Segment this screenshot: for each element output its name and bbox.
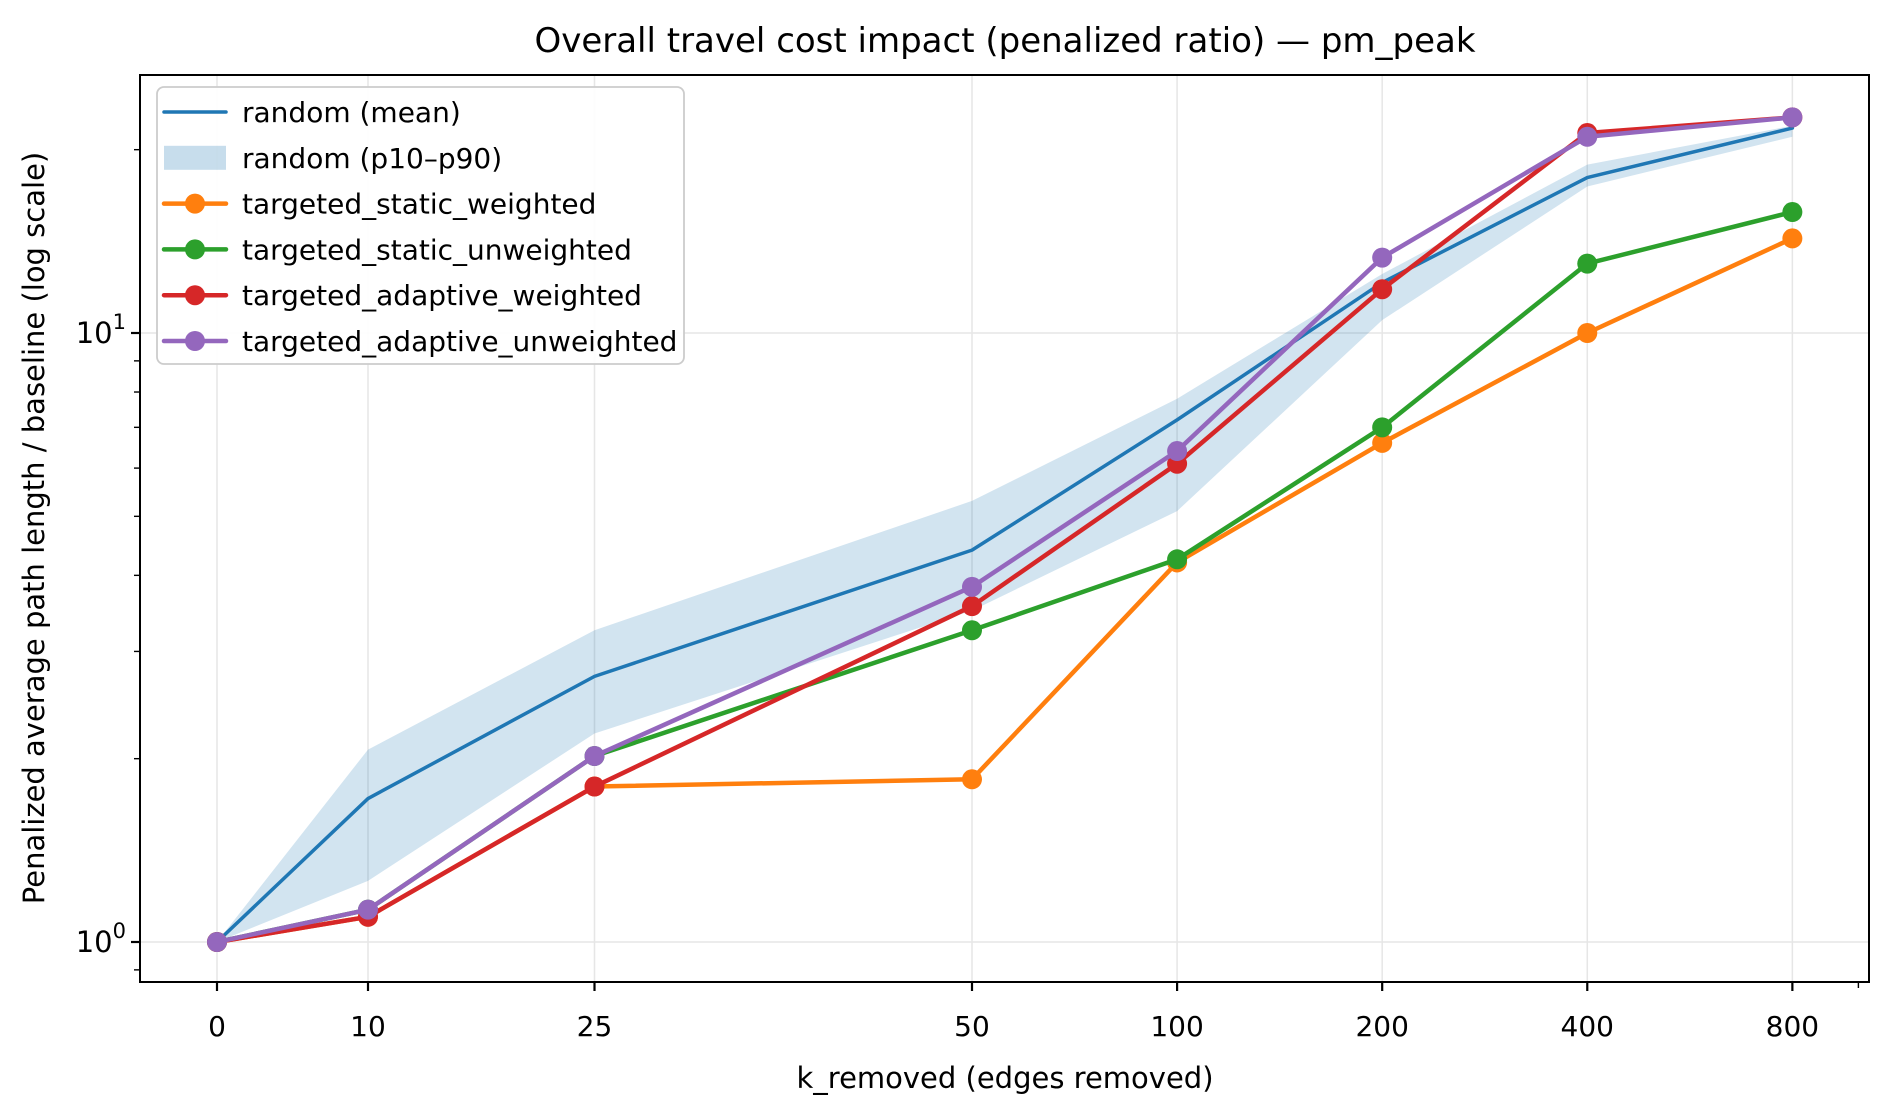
legend-marker [185,285,205,306]
data-point [962,576,982,597]
y-axis-label: Penalized average path length / baseline… [17,152,51,904]
chart-title: Overall travel cost impact (penalized ra… [534,21,1475,61]
data-point [962,769,982,790]
series-random-mean- [215,126,1795,944]
data-point [584,776,605,797]
legend-box [156,86,685,365]
legend-label: targeted_static_weighted [242,188,596,221]
legend-item: random (p10–p90) [164,142,502,175]
legend-marker [185,331,205,351]
data-point [584,746,605,767]
legend-item: targeted_static_unweighted [161,233,632,266]
y-axis: 100 101 [76,148,140,971]
legend-item: targeted_adaptive_unweighted [161,325,677,358]
data-point [1577,126,1598,147]
data-point [1782,107,1803,128]
x-tick-label: 10 [350,1010,386,1043]
data-point [1577,253,1598,274]
data-point [1782,202,1803,223]
data-point [1372,247,1393,268]
x-tick-label: 0 [208,1010,226,1043]
legend-label: targeted_adaptive_weighted [242,279,642,312]
legend-label: targeted_adaptive_unweighted [242,325,677,358]
data-point [207,932,227,952]
legend-marker [185,193,205,214]
data-point [1167,549,1188,570]
data-point [1372,417,1393,438]
legend-label: random (mean) [242,96,461,129]
x-tick-label: 200 [1355,1010,1408,1043]
x-tick-label: 400 [1561,1010,1614,1043]
data-point [1372,432,1393,453]
legend: random (mean) random (p10–p90) targeted_st… [156,86,685,365]
x-axis-label: k_removed (edges removed) [796,1061,1213,1095]
series-line [215,126,1795,944]
series-line [214,115,1795,945]
legend-item: targeted_adaptive_weighted [161,279,642,312]
legend-band-swatch [164,145,226,170]
data-point [962,620,982,641]
y-tick-label: 100 [76,919,126,959]
x-tick-label: 25 [577,1010,613,1043]
legend-label: targeted_static_unweighted [242,233,632,266]
x-tick-label: 50 [954,1010,990,1043]
series-targeted-adaptive-unweighted [207,107,1803,952]
legend-item: targeted_static_weighted [161,188,596,221]
data-point [358,899,378,920]
data-point [1782,228,1803,249]
data-point [1372,279,1393,300]
x-tick-label: 800 [1766,1010,1819,1043]
uncertainty-band [217,125,1793,942]
x-tick-label: 100 [1150,1010,1203,1043]
data-point [1577,323,1598,343]
x-axis: 0 10 25 50 100 200 400 800 [208,982,1860,1043]
legend-item: random (mean) [162,96,461,129]
data-point [962,596,982,617]
y-tick-label: 101 [76,310,126,350]
data-point [1167,441,1188,462]
legend-label: random (p10–p90) [242,142,502,175]
legend-marker [185,239,205,260]
plot-border [139,74,1870,983]
